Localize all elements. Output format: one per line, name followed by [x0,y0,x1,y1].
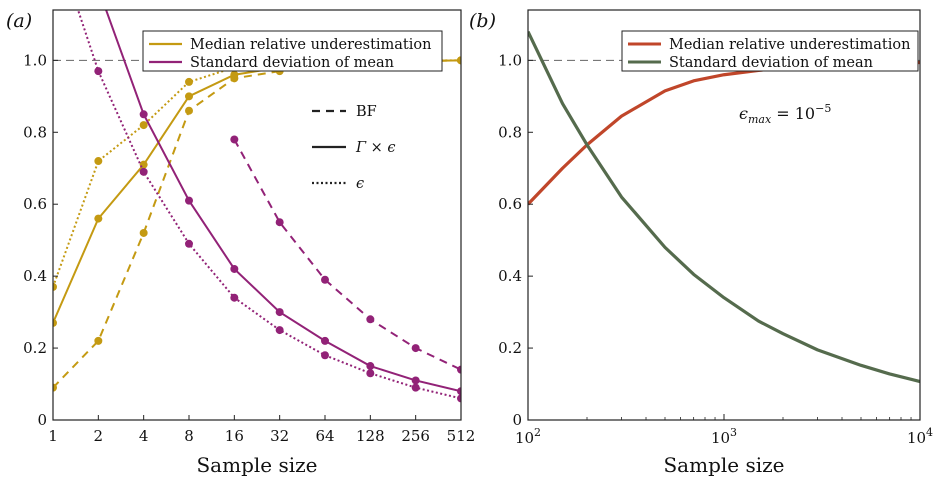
data-point [411,344,420,353]
x-tick-label: 32 [270,427,289,445]
y-tick-label: 0.4 [498,267,522,285]
data-point [53,318,57,327]
y-tick-label: 0.2 [23,339,47,357]
series-line-green [528,30,920,384]
data-point [139,228,148,237]
data-point [94,336,103,345]
data-point [366,315,375,324]
y-tick-label: 0 [37,411,47,429]
x-tick-label: 2 [94,427,104,445]
y-tick-label: 0.8 [498,123,522,141]
x-tick-label: 102 [515,426,541,447]
y-tick-label: 0.6 [498,195,522,213]
legend-entry-std: Standard deviation of mean [190,55,394,71]
y-tick-label: 0.4 [23,267,47,285]
panel-a-legend: Median relative underestimation Standard… [142,30,443,72]
x-tick-label: 128 [356,427,385,445]
legend-entry-median-b: Median relative underestimation [669,37,910,53]
y-tick-label: 1.0 [23,51,47,69]
data-point [275,308,284,317]
data-point [94,214,103,223]
data-point [275,218,284,227]
data-point [94,157,103,166]
style-label-bf: BF [356,104,377,120]
panel-a-x-axis-label: Sample size [196,453,317,477]
data-point [321,351,329,360]
x-tick-label: 64 [315,427,334,445]
panel-b-label: (b) [469,10,496,32]
panel-b-annotation: ϵmax = 10−5 [739,102,831,126]
x-tick-label: 104 [907,426,933,447]
data-point [230,264,239,273]
panel-a-style-legend: BF Γ × ϵ ϵ [312,104,396,192]
data-point [366,362,375,371]
x-tick-label: 256 [401,427,430,445]
data-point [185,77,193,86]
data-point [321,336,329,345]
panel-b: (b) 102 103 104 0 0.2 0.4 0.6 0.8 1.0 Sample siz… [469,9,933,477]
panel-b-legend-box [621,30,919,72]
x-tick-label: 8 [184,427,194,445]
data-point [275,326,284,335]
series-line-purple-solid [105,10,461,393]
y-tick-label: 0.2 [498,339,522,357]
series-line-gold-dotted [53,59,461,288]
data-point [139,167,148,176]
data-point [366,369,375,378]
data-point [53,282,57,291]
panel-a-label: (a) [6,10,32,32]
panel-a-frame [52,9,462,421]
panel-b-x-axis-label: Sample size [663,453,784,477]
data-point [185,196,193,205]
series-line-purple-dotted [76,10,461,400]
y-tick-label: 0.8 [23,123,47,141]
x-tick-label: 512 [447,427,476,445]
series-line-gold-solid [53,59,461,324]
y-tick-label: 0.6 [23,195,47,213]
data-point [185,92,193,101]
y-tick-label: 0 [512,411,522,429]
data-point [321,275,329,284]
data-point [457,56,461,65]
data-point [230,70,239,79]
y-tick-label: 1.0 [498,51,522,69]
panel-b-ticks: 102 103 104 0 0.2 0.4 0.6 0.8 1.0 [498,51,933,447]
style-label-eps: ϵ [356,176,364,192]
data-point [411,376,420,385]
data-point [230,135,239,144]
data-point [185,106,193,115]
panel-b-legend: Median relative underestimation Standard… [621,30,919,72]
x-tick-label: 1 [48,427,58,445]
data-point [457,387,461,396]
x-tick-label: 16 [225,427,244,445]
series-line-gold-dashed [53,59,461,389]
data-point [185,239,193,248]
legend-entry-median: Median relative underestimation [190,37,431,53]
x-tick-label: 4 [139,427,149,445]
x-tick-label: 103 [711,426,737,447]
data-point [53,383,57,392]
legend-entry-std-b: Standard deviation of mean [669,55,873,71]
panel-a-legend-box [142,30,443,72]
data-point [457,365,461,374]
panel-a-ticks: 1 2 4 8 16 32 64 128 256 512 0 0.2 0.4 0.6 0.8 1.0 [23,51,475,445]
data-point [411,383,420,392]
series-line-red [528,60,920,206]
data-point [139,121,148,130]
panel-b-series [528,30,920,384]
data-point [230,293,239,302]
data-point [139,110,148,119]
data-point [94,67,103,76]
panel-a: (a) 1 2 4 8 16 32 64 128 256 51200.20.40.60.81.0 … [6,9,475,477]
data-point [457,394,461,403]
series-line-purple-dashed [233,138,461,371]
style-label-gamma-eps: Γ × ϵ [355,140,396,156]
